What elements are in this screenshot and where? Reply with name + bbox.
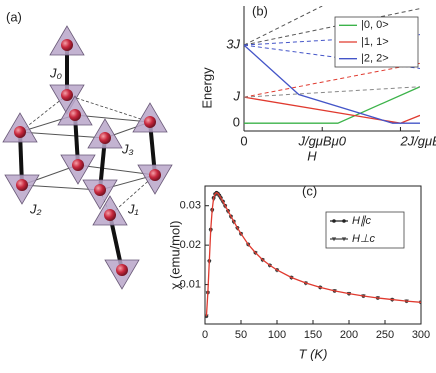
x-tick-label: 50 xyxy=(235,329,247,341)
atom xyxy=(149,169,161,181)
atom xyxy=(16,179,28,191)
marker xyxy=(342,219,346,223)
plot-area xyxy=(244,6,420,124)
x-tick-label: 0 xyxy=(202,329,208,341)
atom xyxy=(61,39,73,51)
x-tick-label: 300 xyxy=(412,329,430,341)
series-line xyxy=(244,96,420,124)
series-line xyxy=(244,44,420,124)
x-tick-label: 2J/gμBμ0 xyxy=(399,133,436,148)
panel-label: (b) xyxy=(252,3,268,18)
atom xyxy=(72,159,84,171)
y-axis-label: Energy xyxy=(199,67,214,109)
legend-label: |1, 1> xyxy=(361,36,389,48)
coupling-label: J₂ xyxy=(29,201,42,216)
marker xyxy=(331,237,337,242)
bond xyxy=(19,131,106,139)
panel-label: (a) xyxy=(6,9,22,24)
marker xyxy=(220,200,226,205)
coupling-label: J₀ xyxy=(49,65,63,80)
series-line xyxy=(244,34,420,46)
x-axis-label: H xyxy=(307,148,317,163)
marker xyxy=(217,195,222,199)
legend-box xyxy=(325,211,405,249)
atom xyxy=(144,116,156,128)
y-tick-label: 0.02 xyxy=(180,239,201,251)
atom xyxy=(61,89,73,101)
legend-label: |0, 0> xyxy=(361,19,389,31)
bond xyxy=(77,164,156,176)
structure-diagram xyxy=(2,25,173,290)
x-tick-label: 100 xyxy=(268,329,286,341)
y-tick-label: 0.03 xyxy=(180,200,201,212)
bond xyxy=(66,94,151,123)
legend-label: H⊥c xyxy=(352,233,376,245)
x-tick-label: 150 xyxy=(304,329,322,341)
series-line xyxy=(205,191,421,317)
atom xyxy=(99,132,111,144)
atom xyxy=(116,264,128,276)
legend-label: H∥c xyxy=(352,215,371,227)
atom xyxy=(69,109,81,121)
y-tick-label: 0.01 xyxy=(180,278,201,290)
series-line xyxy=(244,6,323,46)
x-axis-label: T (K) xyxy=(299,346,328,361)
atom xyxy=(104,209,116,221)
series-line xyxy=(244,8,420,46)
x-tick-label: 250 xyxy=(376,329,394,341)
marker xyxy=(218,197,224,202)
x-tick-label: J/gμBμ0 xyxy=(297,133,346,148)
panel-label: (c) xyxy=(302,183,317,198)
marker xyxy=(332,219,336,223)
coupling-label: J₃ xyxy=(121,141,134,156)
plot-area xyxy=(205,190,421,319)
x-tick-label: 200 xyxy=(340,329,358,341)
series-line xyxy=(244,86,420,124)
series-line xyxy=(244,86,420,98)
y-tick-label: 3J xyxy=(226,37,240,52)
bond xyxy=(21,184,101,191)
marker xyxy=(341,237,347,242)
atom xyxy=(94,184,106,196)
y-tick-label: J xyxy=(233,89,241,104)
x-tick-label: 0 xyxy=(240,133,247,148)
y-axis-label: χ (emu/mol) xyxy=(167,221,182,290)
bond xyxy=(74,114,151,123)
y-tick-label: 0 xyxy=(233,115,240,130)
atom xyxy=(14,126,26,138)
series-line xyxy=(244,62,420,98)
legend-label: |2, 2> xyxy=(361,53,389,65)
plot-frame xyxy=(204,185,422,325)
coupling-label: J₁ xyxy=(127,201,139,216)
